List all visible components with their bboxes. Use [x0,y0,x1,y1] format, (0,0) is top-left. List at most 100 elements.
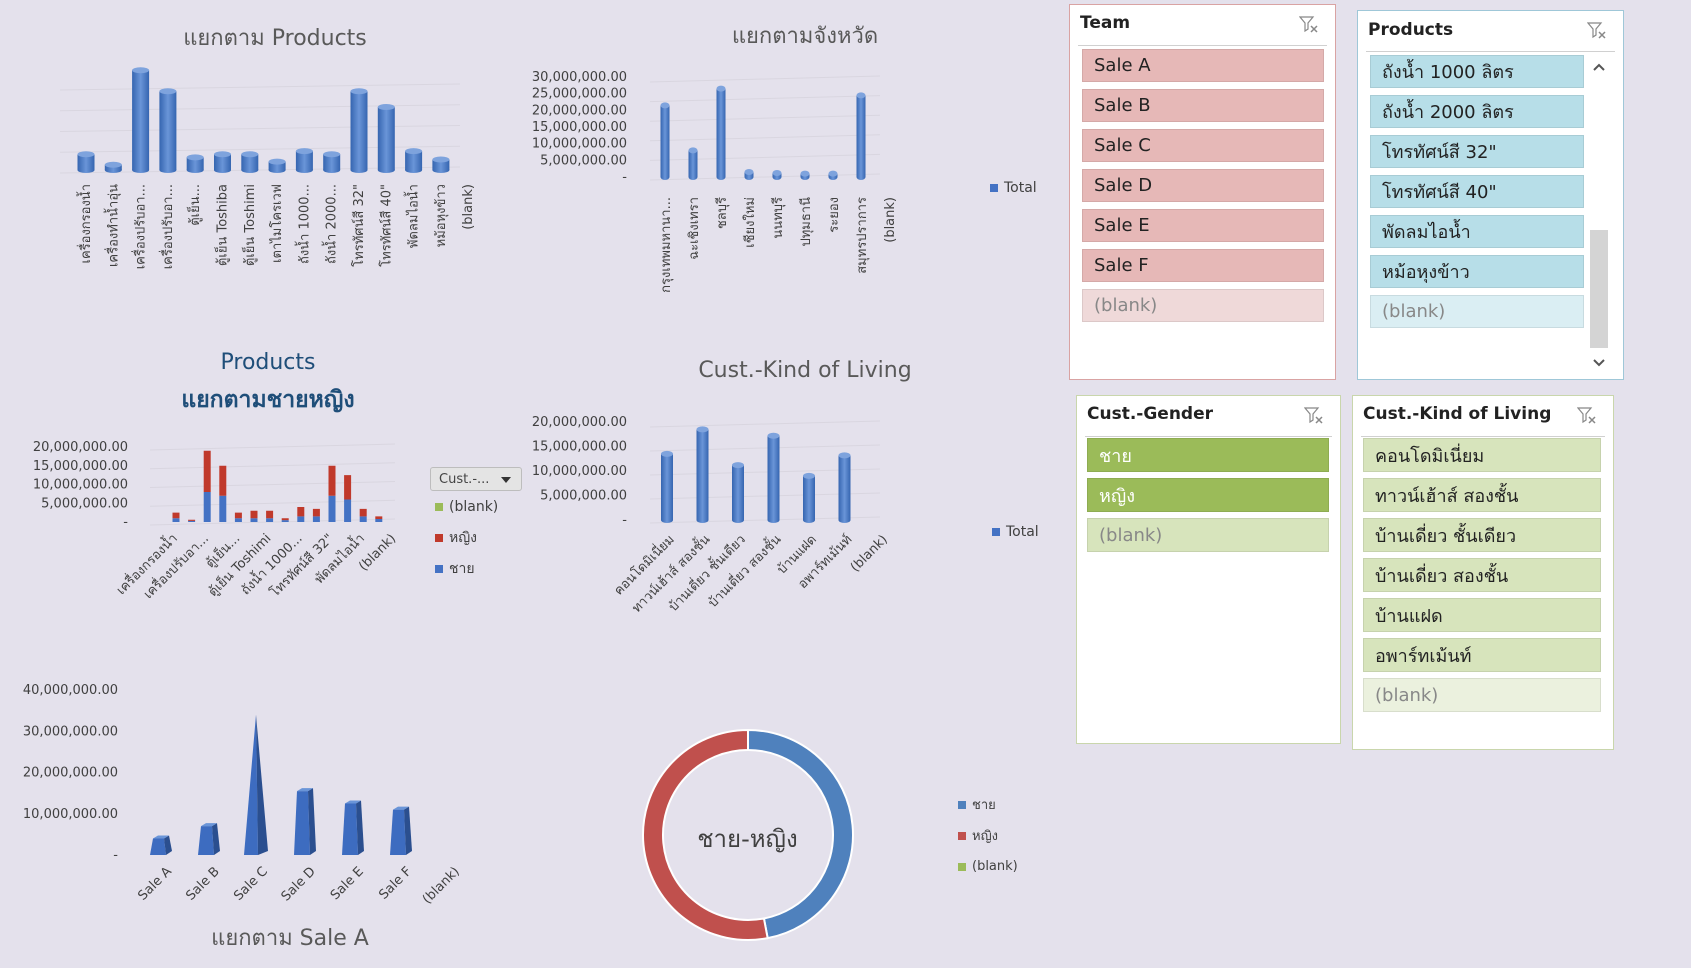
bar [390,806,412,855]
dropdown-arrow-icon [501,477,511,483]
slicer-item[interactable]: Sale B [1082,89,1324,122]
bar [772,170,782,180]
bar-body [186,157,204,170]
slicer-item-label: Sale D [1094,175,1153,196]
slicer-item[interactable]: ถังน้ำ 1000 ลิตร [1370,55,1584,88]
clear-filter-icon[interactable] [1577,406,1597,426]
slicer-item[interactable]: หม้อหุงข้าว [1370,255,1584,288]
scrollbar[interactable] [1586,55,1612,370]
slicer-item[interactable]: (blank) [1363,678,1601,712]
tick-label: ชลบุรี [714,197,730,229]
donut-center-label: ชาย-หญิง [697,825,798,853]
slicer-item[interactable]: Sale A [1082,49,1324,82]
bar-body [241,154,259,170]
tick-label: โทรทัศน์สี 40" [378,184,394,267]
slicer-item[interactable]: Sale E [1082,209,1324,242]
slicer-item-label: หญิง [1099,485,1135,507]
bar-body [295,151,313,170]
slicer-item[interactable]: บ้านแฝด [1363,598,1601,632]
slicer-item[interactable]: อพาร์ทเม้นท์ [1363,638,1601,672]
bar-body [838,455,851,520]
legend-item-total: Total [992,516,1039,547]
chart-province: แยกตามจังหวัด 30,000,000.00 25,000,000.00… [532,15,1045,315]
bar-base [661,517,673,523]
gridline [149,481,396,488]
tick-label: (blank) [848,532,891,575]
y-tick-label: 10,000,000.00 [532,464,627,479]
bar-base [268,167,286,173]
clear-filter-icon[interactable] [1299,15,1319,35]
scroll-up-icon[interactable] [1586,57,1612,77]
scroll-down-icon[interactable] [1586,353,1612,373]
bar [77,151,95,173]
legend-swatch [435,564,443,573]
bar-body [159,91,177,170]
bar-face [294,791,310,855]
slicer-item-label: Sale C [1094,135,1151,156]
slicer-item[interactable]: (blank) [1370,295,1584,328]
slicer-item[interactable]: บ้านเดี่ยว สองชั้น [1363,558,1601,592]
chart-title: Cust.-Kind of Living [698,358,912,383]
slicer-item[interactable]: Sale F [1082,249,1324,282]
bar-side [404,806,412,855]
bar-segment [312,508,320,517]
bar-body [856,95,866,177]
slicer-item[interactable]: ทาวน์เฮ้าส์ สองชั้น [1363,478,1601,512]
slicer-item[interactable]: Sale D [1082,169,1324,202]
slicer-item[interactable]: โทรทัศน์สี 32" [1370,135,1584,168]
slicer-item-label: ชาย [1099,445,1132,467]
bar-segment [281,518,289,521]
chart-title: Products [220,350,316,375]
y-tick-label: 30,000,000.00 [532,70,627,85]
tick-label: ถังน้ำ 1000... [294,184,312,264]
bar-base [660,174,670,180]
bar-segment [188,519,196,521]
bar-base [696,517,709,523]
tick-label: ฉะเชิงเทรา [687,197,702,260]
bar-segment [359,508,367,517]
slicer-item[interactable]: (blank) [1082,289,1324,322]
legend-label: ชาย [972,798,996,813]
gridline [59,145,461,153]
clear-filter-icon[interactable] [1304,406,1324,426]
bar [716,85,726,180]
tick-label: โทรทัศน์สี 32" [351,184,367,267]
slicer-title: Team [1080,13,1131,33]
bar-segment [188,520,196,522]
legend-item-female: หญิง [435,522,498,553]
slicer-item-label: (blank) [1094,295,1158,316]
field-filter-button[interactable]: Cust.-... [430,467,522,491]
slicer-item[interactable]: Sale C [1082,129,1324,162]
bar-segment [344,475,352,500]
slicer-item[interactable]: ถังน้ำ 2000 ลิตร [1370,95,1584,128]
donut-slice [642,728,769,941]
slicer-item[interactable]: บ้านเดี่ยว ชั้นเดียว [1363,518,1601,552]
bar-body [767,435,780,520]
bar-face [244,714,258,855]
slicer-item[interactable]: ชาย [1087,438,1329,472]
slicer-item[interactable]: (blank) [1087,518,1329,552]
legend-item-blank: (blank) [958,851,1018,882]
slicer-item[interactable]: หญิง [1087,478,1329,512]
bar-base [186,167,204,173]
scroll-thumb[interactable] [1590,230,1608,348]
clear-filter-icon[interactable] [1587,21,1607,41]
slicer-item-label: Sale E [1094,215,1150,236]
y-tick-label: 25,000,000.00 [532,87,627,102]
bar [800,170,810,180]
bar-base [688,174,698,180]
y-tick-label: 20,000,000.00 [23,766,118,781]
slicer-item-label: Sale B [1094,95,1151,116]
y-tick-label: 10,000,000.00 [23,807,118,822]
y-tick-label: 20,000,000.00 [532,103,627,118]
slicer-item[interactable]: พัดลมไอน้ำ [1370,215,1584,248]
legend-label: Total [1004,179,1037,196]
bar-side [212,823,220,855]
chart-living: Cust.-Kind of Living 20,000,000.00 15,000… [532,355,1045,655]
bar [828,170,838,180]
slicer-item[interactable]: โทรทัศน์สี 40" [1370,175,1584,208]
bar-body [732,465,744,520]
tick-label: Sale C [231,864,271,904]
bar-body [268,161,286,170]
slicer-item[interactable]: คอนโดมิเนี่ยม [1363,438,1601,472]
